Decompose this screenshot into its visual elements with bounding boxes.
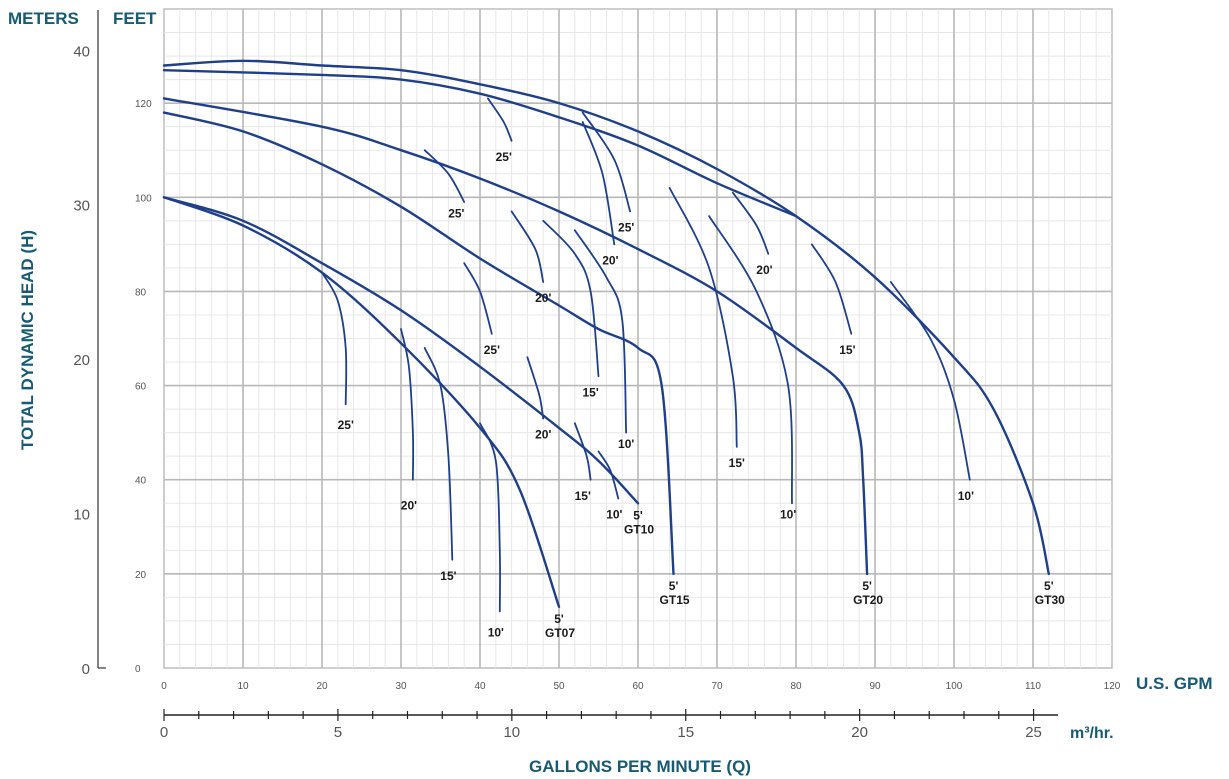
suction-lift-line bbox=[573, 422, 592, 481]
suction-lift-label: 20' bbox=[535, 428, 551, 442]
meters-tick-label: 20 bbox=[73, 352, 90, 369]
suction-lift-line bbox=[321, 271, 348, 406]
y-axis-title: TOTAL DYNAMIC HEAD (H) bbox=[18, 230, 37, 450]
gpm-tick-label: 90 bbox=[869, 681, 881, 692]
suction-lift-line bbox=[708, 215, 793, 505]
pump-curves bbox=[162, 59, 1050, 613]
gpm-axis-unit: U.S. GPM bbox=[1136, 674, 1213, 693]
suction-lift-line bbox=[479, 422, 501, 613]
m3-tick-label: 20 bbox=[851, 724, 868, 741]
gpm-tick-label: 0 bbox=[161, 681, 167, 692]
suction-lift-line bbox=[810, 243, 853, 335]
suction-lift-label: 25' bbox=[496, 150, 512, 164]
feet-tick-label: 100 bbox=[135, 193, 152, 204]
suction-lift-label: 25' bbox=[338, 418, 354, 432]
suction-lift-label: 20' bbox=[602, 253, 618, 267]
series-depth-label: 5' bbox=[862, 579, 872, 593]
suction-lift-line bbox=[581, 121, 616, 246]
m3-tick-label: 0 bbox=[160, 724, 168, 741]
series-line bbox=[162, 196, 561, 608]
plot-grid bbox=[163, 8, 1113, 669]
m3-tick-label: 15 bbox=[677, 724, 694, 741]
suction-lift-label: 15' bbox=[575, 489, 591, 503]
feet-tick-label: 80 bbox=[135, 287, 147, 298]
feet-tick-label: 120 bbox=[135, 99, 152, 110]
meters-tick-label: 10 bbox=[73, 507, 90, 524]
suction-lift-label: 15' bbox=[729, 456, 745, 470]
meters-tick-label: 0 bbox=[82, 661, 90, 678]
series-name-label: GT07 bbox=[545, 626, 575, 640]
series-name-label: GT10 bbox=[624, 522, 654, 536]
feet-tick-label: 20 bbox=[135, 570, 147, 581]
meters-tick-label: 30 bbox=[73, 198, 90, 215]
suction-lift-line bbox=[597, 450, 620, 500]
suction-lift-label: 25' bbox=[484, 343, 500, 357]
suction-lift-line bbox=[423, 347, 454, 561]
suction-lift-label: 10' bbox=[606, 508, 622, 522]
suction-lift-line bbox=[526, 356, 545, 420]
gpm-tick-label: 10 bbox=[237, 681, 249, 692]
suction-lift-line bbox=[889, 281, 971, 481]
suction-lift-label: 25' bbox=[618, 221, 634, 235]
suction-lift-line bbox=[581, 111, 631, 213]
suction-lift-label: 15' bbox=[440, 569, 456, 583]
suction-lift-line bbox=[463, 262, 493, 335]
x-axis-title: GALLONS PER MINUTE (Q) bbox=[529, 757, 751, 776]
m3-tick-label: 10 bbox=[503, 724, 520, 741]
gpm-tick-label: 70 bbox=[711, 681, 723, 692]
suction-lift-label: 25' bbox=[448, 206, 464, 220]
meters-tick-label: 40 bbox=[73, 43, 90, 60]
series-line bbox=[162, 97, 869, 576]
feet-axis-header: FEET bbox=[113, 9, 157, 28]
suction-lift-line bbox=[731, 191, 770, 255]
feet-tick-label: 60 bbox=[135, 382, 147, 393]
suction-lift-label: 10' bbox=[488, 625, 504, 639]
suction-lift-label: 10' bbox=[780, 508, 796, 522]
suction-lift-label: 10' bbox=[958, 489, 974, 503]
meters-axis-header: METERS bbox=[8, 9, 79, 28]
series-line bbox=[162, 69, 798, 218]
m3-tick-label: 25 bbox=[1025, 724, 1042, 741]
suction-lift-label: 15' bbox=[839, 343, 855, 357]
series-depth-label: 5' bbox=[669, 579, 679, 593]
suction-lift-line bbox=[487, 97, 513, 142]
gpm-tick-label: 100 bbox=[946, 681, 963, 692]
suction-lift-label: 20' bbox=[401, 498, 417, 512]
gpm-tick-label: 20 bbox=[316, 681, 328, 692]
suction-lift-line bbox=[668, 187, 738, 448]
series-line bbox=[162, 59, 1050, 576]
suction-lift-label: 20' bbox=[535, 291, 551, 305]
gpm-tick-label: 60 bbox=[632, 681, 644, 692]
gpm-tick-label: 110 bbox=[1025, 681, 1041, 692]
series-depth-label: 5' bbox=[633, 508, 643, 522]
suction-lift-line bbox=[400, 328, 415, 481]
suction-lift-label: 10' bbox=[618, 437, 634, 451]
gpm-tick-label: 40 bbox=[474, 681, 486, 692]
suction-lift-line bbox=[573, 229, 627, 434]
suction-lift-line bbox=[542, 219, 600, 378]
gpm-tick-label: 80 bbox=[790, 681, 802, 692]
series-line bbox=[162, 196, 640, 505]
suction-lift-label: 20' bbox=[756, 263, 772, 277]
suction-lift-line bbox=[423, 149, 466, 203]
gpm-tick-label: 30 bbox=[395, 681, 407, 692]
suction-lift-line bbox=[510, 210, 545, 283]
m3-tick-label: 5 bbox=[334, 724, 342, 741]
curve-labels: 5'GT075'GT105'GT155'GT205'GT3025'20'15'1… bbox=[338, 150, 1066, 640]
series-name-label: GT15 bbox=[660, 593, 690, 607]
feet-tick-label: 40 bbox=[135, 476, 147, 487]
series-name-label: GT20 bbox=[853, 593, 883, 607]
feet-tick-label: 0 bbox=[135, 664, 141, 675]
gpm-tick-label: 50 bbox=[553, 681, 565, 692]
series-depth-label: 5' bbox=[554, 612, 564, 626]
suction-lift-label: 15' bbox=[582, 385, 598, 399]
series-name-label: GT30 bbox=[1035, 593, 1065, 607]
gpm-tick-label: 120 bbox=[1104, 681, 1121, 692]
series-line bbox=[162, 111, 675, 576]
series-depth-label: 5' bbox=[1044, 579, 1054, 593]
m3-axis-unit: m³/hr. bbox=[1070, 725, 1114, 742]
